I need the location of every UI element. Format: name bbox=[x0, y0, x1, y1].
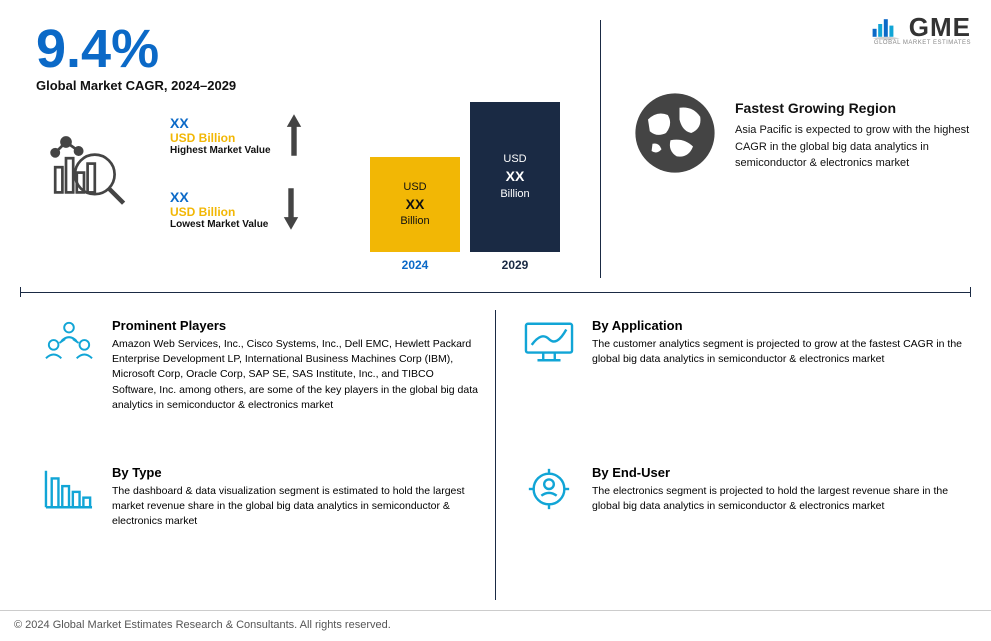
byapp-title: By Application bbox=[592, 318, 970, 333]
logo-bars-icon bbox=[871, 16, 903, 40]
market-bar-chart: USDXXBillion2024USDXXBillion2029 bbox=[360, 84, 580, 274]
highest-unit: USD Billion bbox=[170, 131, 271, 145]
logo: GME GLOBAL MARKET ESTIMATES bbox=[871, 12, 971, 43]
arrow-up-icon bbox=[285, 112, 303, 158]
lowest-row: XX USD Billion Lowest Market Value bbox=[170, 186, 303, 232]
people-icon bbox=[40, 318, 98, 366]
bottom-vertical-divider bbox=[495, 310, 496, 600]
analytics-icon bbox=[48, 124, 138, 214]
cagr-value: 9.4% bbox=[36, 22, 236, 76]
players-title: Prominent Players bbox=[112, 318, 480, 333]
globe-icon bbox=[630, 88, 720, 178]
bar-2024: USDXXBillion2024 bbox=[370, 157, 460, 252]
quad-byenduser: By End-User The electronics segment is p… bbox=[520, 465, 970, 514]
logo-subtext: GLOBAL MARKET ESTIMATES bbox=[874, 40, 971, 46]
monitor-trend-icon bbox=[520, 318, 578, 366]
top-vertical-divider bbox=[600, 20, 601, 278]
region-block: Fastest Growing Region Asia Pacific is e… bbox=[735, 100, 975, 172]
bytype-title: By Type bbox=[112, 465, 480, 480]
bytype-desc: The dashboard & data visualization segme… bbox=[112, 484, 480, 530]
mid-horizontal-divider bbox=[20, 292, 971, 293]
logo-text: GME bbox=[909, 12, 971, 43]
footer-copyright: © 2024 Global Market Estimates Research … bbox=[14, 619, 391, 631]
lowest-unit: USD Billion bbox=[170, 205, 268, 219]
byapp-desc: The customer analytics segment is projec… bbox=[592, 337, 970, 367]
highest-label: Highest Market Value bbox=[170, 145, 271, 156]
lowest-label: Lowest Market Value bbox=[170, 219, 268, 230]
cagr-label: Global Market CAGR, 2024–2029 bbox=[36, 78, 236, 93]
byenduser-desc: The electronics segment is projected to … bbox=[592, 484, 970, 514]
region-title: Fastest Growing Region bbox=[735, 100, 975, 116]
highest-value: XX bbox=[170, 115, 271, 131]
region-desc: Asia Pacific is expected to grow with th… bbox=[735, 122, 975, 172]
quad-bytype: By Type The dashboard & data visualizati… bbox=[40, 465, 480, 530]
highest-row: XX USD Billion Highest Market Value bbox=[170, 112, 303, 158]
quad-players: Prominent Players Amazon Web Services, I… bbox=[40, 318, 480, 413]
bar-chart-icon bbox=[40, 465, 98, 513]
players-desc: Amazon Web Services, Inc., Cisco Systems… bbox=[112, 337, 480, 413]
arrow-down-icon bbox=[282, 186, 300, 232]
cagr-block: 9.4% Global Market CAGR, 2024–2029 bbox=[36, 22, 236, 93]
hi-lo-block: XX USD Billion Highest Market Value XX U… bbox=[170, 112, 303, 260]
lowest-value: XX bbox=[170, 189, 268, 205]
byenduser-title: By End-User bbox=[592, 465, 970, 480]
quad-byapp: By Application The customer analytics se… bbox=[520, 318, 970, 367]
target-user-icon bbox=[520, 465, 578, 513]
footer-divider bbox=[0, 610, 991, 611]
bar-2029: USDXXBillion2029 bbox=[470, 102, 560, 252]
